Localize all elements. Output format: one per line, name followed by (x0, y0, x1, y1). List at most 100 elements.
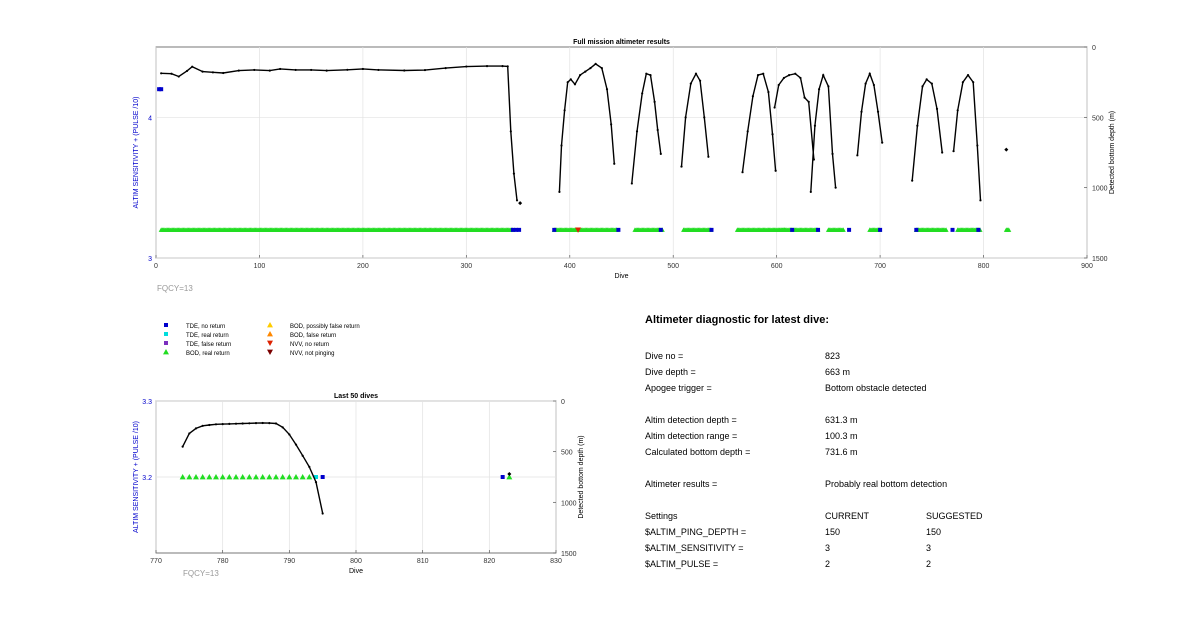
full-depth-point (594, 62, 597, 65)
last50-depth-point (221, 423, 224, 426)
detect-range-label: Altim detection range = (645, 431, 738, 441)
full-depth-point (573, 83, 577, 86)
last50-bod-real-return-marker (233, 474, 239, 480)
full-depth-point (310, 68, 313, 72)
detect-range-row: Altim detection range = 100.3 m (645, 428, 1185, 444)
calc-depth-label: Calculated bottom depth = (645, 447, 751, 457)
full-depth-point (211, 71, 214, 74)
full-depth-marker (518, 201, 523, 206)
last50-depth-point (268, 421, 271, 425)
last50-y2-label: Detected bottom depth (m) (578, 435, 585, 518)
dive-depth-value: 663 m (825, 367, 851, 377)
full-depth-point (653, 100, 656, 103)
legend-label-nvv_not_pinging: NVV, not pinging (290, 351, 334, 357)
full-depth-point (952, 149, 955, 153)
full-depth-point (767, 90, 770, 94)
full-x-tick-label: 400 (564, 263, 576, 270)
full-depth-point (641, 92, 644, 95)
last50-bod-real-return-marker (206, 474, 213, 480)
last50-y2-tick-label: 1000 (561, 500, 577, 507)
full-depth-point (809, 190, 812, 193)
full-depth-point (822, 74, 825, 77)
last50-bod-real-return-marker (306, 474, 313, 480)
last50-depth-point (201, 424, 204, 427)
last50-bod-real-return-marker (246, 474, 253, 480)
full-depth-point (799, 76, 802, 80)
legend-label-tde_real_return: TDE, real return (186, 333, 229, 339)
pulse-suggested: 2 (926, 559, 932, 569)
full-depth-point (794, 72, 797, 75)
full-x-tick-label: 500 (667, 263, 679, 270)
full-depth-point (979, 199, 982, 202)
results-label: Altimeter results = (645, 479, 718, 489)
last50-depth-point (181, 445, 184, 448)
full-depth-point (645, 72, 648, 75)
full-depth-point (876, 110, 880, 113)
last50-y-tick-label: 3.2 (142, 475, 152, 482)
legend-marker-bod_possibly_false (267, 322, 273, 328)
full-tde-no-return-marker (847, 227, 852, 232)
legend-label-bod_false_return: BOD, false return (290, 333, 336, 339)
pulse-row: $ALTIM_PULSE = 2 2 (645, 556, 1185, 572)
full-tde-no-return-marker (513, 227, 518, 232)
full-depth-point (773, 106, 776, 109)
last50-bod-real-return-marker (273, 474, 279, 480)
last50-tde-no-return-marker (320, 475, 325, 479)
last50-x-tick-label: 780 (217, 558, 229, 565)
full-depth-point (253, 68, 256, 72)
full-depth-point (881, 141, 884, 144)
full-depth-point (827, 85, 830, 88)
full-x-tick-label: 700 (874, 263, 886, 270)
last50-x-tick-label: 810 (417, 558, 429, 565)
full-depth-point (656, 128, 659, 132)
full-depth-point (569, 78, 572, 81)
full-tde-no-return-marker (878, 227, 883, 232)
full-plot-area (155, 46, 1088, 259)
spacer (645, 492, 1185, 508)
full-x-tick-label: 100 (254, 263, 266, 270)
sensitivity-label: $ALTIM_SENSITIVITY = (645, 543, 744, 553)
apogee-label: Apogee trigger = (645, 383, 712, 393)
last50-bod-real-return-marker (299, 474, 306, 480)
full-title: Full mission altimeter results (573, 39, 670, 46)
full-depth-point (782, 76, 786, 80)
detect-depth-label: Altim detection depth = (645, 415, 737, 425)
full-depth-point (834, 186, 837, 189)
full-depth-point (605, 88, 609, 91)
full-depth-point (856, 154, 859, 157)
full-depth-point (699, 79, 702, 82)
full-depth-point (803, 96, 806, 99)
full-depth-point (579, 74, 582, 77)
dive-depth-label: Dive depth = (645, 367, 696, 377)
full-depth-point (935, 107, 939, 110)
last50-depth-point (274, 422, 278, 425)
last50-x-label: Dive (349, 568, 363, 575)
full-depth-line (631, 72, 662, 184)
full-depth-line (558, 63, 615, 192)
last50-y2-tick-label: 1500 (561, 551, 577, 558)
current-header: CURRENT (825, 511, 869, 521)
sensitivity-suggested: 3 (926, 543, 932, 553)
last50-depth-point (208, 423, 211, 427)
last50-depth-point (234, 422, 238, 425)
settings-header-row: Settings CURRENT SUGGESTED (645, 508, 1185, 524)
full-depth-point (268, 69, 271, 72)
last50-depth-point (301, 454, 304, 457)
last50-x-tick-label: 820 (483, 558, 495, 565)
spacer (645, 396, 1185, 412)
legend-marker-bod_real_return (163, 349, 169, 355)
full-depth-point (423, 68, 427, 72)
full-depth-point (160, 72, 163, 75)
full-tde-no-return-marker (658, 227, 663, 232)
full-tde-no-return-marker (976, 227, 981, 232)
last50-bod-real-return-marker (239, 474, 246, 480)
full-depth-point (817, 88, 821, 91)
apogee-row: Apogee trigger = Bottom obstacle detected (645, 380, 1185, 396)
full-depth-point (787, 74, 791, 77)
full-tde-no-return-marker (950, 227, 955, 232)
full-depth-point (630, 182, 633, 185)
calc-depth-row: Calculated bottom depth = 731.6 m (645, 444, 1185, 460)
suggested-header: SUGGESTED (926, 511, 983, 521)
full-depth-line (161, 65, 518, 201)
full-x-tick-label: 300 (460, 263, 472, 270)
